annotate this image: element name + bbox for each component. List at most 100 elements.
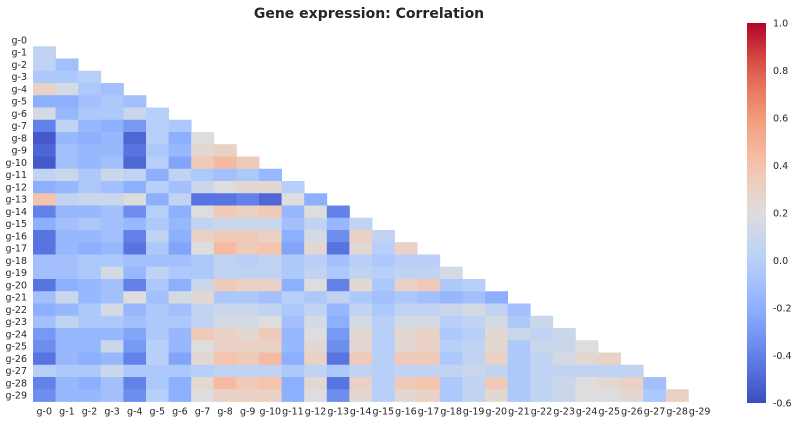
heatmap-cell: [123, 364, 147, 378]
heatmap-cell: [146, 119, 169, 133]
heatmap-cell: [462, 315, 486, 329]
heatmap-cell: [146, 205, 169, 219]
heatmap-cell: [552, 389, 576, 402]
heatmap-cell: [485, 328, 508, 341]
x-tick-label: g-27: [644, 407, 666, 418]
chart-title: Gene expression: Correlation: [254, 6, 484, 22]
heatmap-cell: [55, 181, 79, 194]
colorbar-gradient: [747, 23, 766, 403]
heatmap-cell: [123, 95, 147, 108]
heatmap-cell: [78, 315, 102, 329]
heatmap-cell: [55, 205, 79, 219]
heatmap-cell: [417, 254, 441, 268]
heatmap-cell: [236, 364, 260, 378]
heatmap-cell: [78, 217, 102, 231]
heatmap-cell: [439, 389, 463, 402]
heatmap-cell: [191, 254, 215, 268]
heatmap-cell: [33, 193, 56, 206]
heatmap-cell: [439, 328, 463, 341]
heatmap-cell: [123, 205, 147, 219]
heatmap-cell: [417, 266, 441, 280]
heatmap-cell: [552, 364, 576, 378]
heatmap-cell: [100, 95, 124, 108]
heatmap-cell: [168, 328, 192, 341]
y-tick-label: g-28: [5, 378, 27, 389]
heatmap-cell: [259, 377, 282, 390]
heatmap-cell: [213, 205, 237, 219]
heatmap-cell: [146, 181, 169, 194]
heatmap-cell: [213, 328, 237, 341]
x-tick-label: g-1: [59, 407, 75, 418]
heatmap-cell: [349, 328, 373, 341]
heatmap-cell: [259, 352, 282, 366]
heatmap-cell: [78, 156, 102, 170]
heatmap-cell: [326, 291, 350, 304]
heatmap-cell: [33, 83, 56, 96]
heatmap-cell: [326, 242, 350, 255]
heatmap-cell: [55, 254, 79, 268]
heatmap-cell: [281, 254, 305, 268]
heatmap-cell: [326, 266, 350, 280]
heatmap-cell: [552, 377, 576, 390]
heatmap-cell: [372, 315, 395, 329]
colorbar-tick-label: -0.2: [773, 303, 792, 314]
heatmap-cell: [349, 352, 373, 366]
heatmap-cell: [168, 377, 192, 390]
heatmap-cell: [123, 303, 147, 317]
heatmap-cell: [394, 291, 418, 304]
heatmap-cell: [326, 328, 350, 341]
heatmap-cell: [485, 340, 508, 353]
heatmap-cell: [259, 340, 282, 353]
heatmap-cell: [33, 46, 56, 59]
heatmap-cell: [507, 389, 531, 402]
heatmap-cell: [462, 303, 486, 317]
heatmap-cell: [259, 328, 282, 341]
heatmap-cell: [191, 168, 215, 182]
heatmap-cell: [304, 364, 328, 378]
x-tick-label: g-11: [282, 407, 304, 418]
heatmap-cell: [394, 254, 418, 268]
heatmap-cell: [236, 328, 260, 341]
heatmap-cell: [191, 193, 215, 206]
heatmap-cell: [55, 303, 79, 317]
heatmap-cell: [281, 230, 305, 243]
heatmap-cell: [620, 364, 644, 378]
x-tick-label: g-0: [37, 407, 53, 418]
heatmap-cell: [55, 217, 79, 231]
heatmap-cell: [168, 230, 192, 243]
heatmap-cell: [168, 205, 192, 219]
heatmap-cell: [146, 217, 169, 231]
heatmap-cell: [507, 303, 531, 317]
heatmap-cell: [100, 303, 124, 317]
heatmap-cell: [100, 340, 124, 353]
heatmap-cell: [259, 315, 282, 329]
heatmap-cell: [100, 364, 124, 378]
heatmap-cell: [417, 389, 441, 402]
heatmap-cell: [236, 156, 260, 170]
heatmap-cell: [33, 107, 56, 121]
heatmap-cell: [417, 340, 441, 353]
heatmap-cell: [462, 279, 486, 292]
heatmap-cell: [55, 340, 79, 353]
heatmap-cell: [326, 364, 350, 378]
heatmap-cell: [304, 193, 328, 206]
heatmap-cell: [168, 168, 192, 182]
y-tick-label: g-25: [5, 342, 27, 353]
heatmap-cell: [55, 58, 79, 72]
heatmap-cell: [191, 279, 215, 292]
heatmap-cell: [100, 217, 124, 231]
heatmap-cell: [304, 266, 328, 280]
heatmap-cell: [462, 364, 486, 378]
heatmap-cell: [78, 119, 102, 133]
heatmap-cell: [33, 328, 56, 341]
heatmap-cell: [168, 254, 192, 268]
heatmap-cell: [281, 291, 305, 304]
heatmap-cell: [213, 340, 237, 353]
heatmap-cell: [304, 315, 328, 329]
heatmap-cell: [304, 230, 328, 243]
heatmap-cell: [33, 70, 56, 84]
heatmap-cell: [530, 340, 554, 353]
heatmap-cell: [372, 291, 395, 304]
heatmap-cell: [33, 156, 56, 170]
